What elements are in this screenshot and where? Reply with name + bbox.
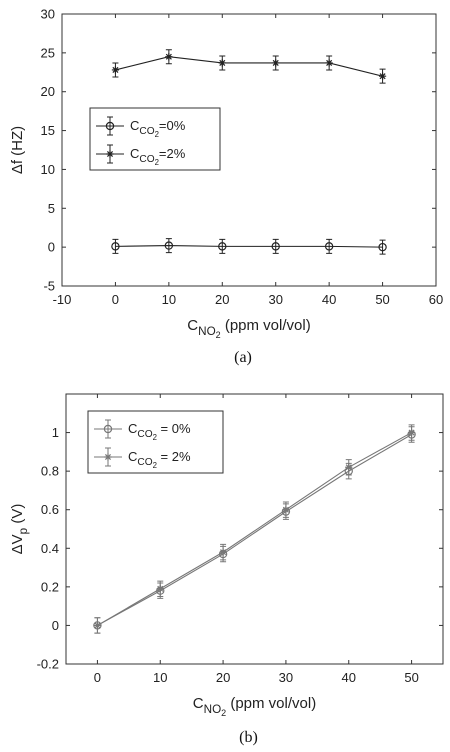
plot-frame (65, 393, 444, 665)
y-tick-label: 0 (52, 618, 59, 633)
data-point (93, 621, 102, 630)
x-tick-label: 30 (268, 292, 282, 307)
x-tick-label: 0 (94, 670, 101, 685)
legend-label: CCO2 = 0% (128, 421, 191, 442)
error-bar (272, 238, 279, 254)
x-tick-label: -10 (53, 292, 72, 307)
error-bar (379, 239, 386, 255)
legend-box (89, 107, 221, 171)
x-tick-label: 20 (216, 670, 230, 685)
legend-marker (105, 121, 115, 131)
x-tick-label: 50 (404, 670, 418, 685)
x-tick-label: 20 (215, 292, 229, 307)
data-point (164, 241, 174, 250)
series-1 (93, 424, 416, 634)
error-bar (326, 238, 333, 254)
data-point (282, 506, 290, 514)
x-tick-label: 30 (279, 670, 293, 685)
data-point (325, 59, 333, 67)
x-tick-label: 10 (153, 670, 167, 685)
y-tick-label: 20 (41, 84, 55, 99)
y-tick-label: 25 (41, 45, 55, 60)
y-tick-label: 0.4 (41, 541, 59, 556)
data-point (111, 242, 120, 251)
legend: CCO2 = 0% CCO2 = 2% (87, 410, 224, 474)
data-point (156, 585, 164, 593)
x-tick-label: 60 (429, 292, 443, 307)
legend-marker (104, 453, 112, 461)
data-point (271, 242, 280, 251)
legend: CCO2=0% CCO2=2% (89, 107, 221, 171)
x-tick-label: 50 (375, 292, 389, 307)
error-bar (219, 238, 226, 254)
data-point (378, 242, 387, 252)
panel-caption: (a) (234, 349, 252, 366)
series-line (115, 56, 383, 77)
y-tick-label: -0.2 (37, 657, 59, 672)
y-tick-label: -5 (43, 279, 55, 294)
y-axis-label: ΔVp (V) (9, 504, 30, 555)
series-line (97, 432, 412, 626)
data-point (165, 53, 173, 61)
plot-frame (61, 13, 437, 287)
x-tick-label: 40 (322, 292, 336, 307)
series-1 (111, 49, 387, 84)
series-line (115, 245, 383, 248)
y-tick-label: 15 (41, 123, 55, 138)
data-point (345, 463, 353, 471)
y-tick-label: 5 (48, 201, 55, 216)
data-point (218, 59, 226, 67)
data-point (219, 548, 227, 556)
legend-marker (106, 150, 114, 158)
legend-label: CCO2 = 2% (128, 449, 191, 470)
series-0 (111, 238, 387, 255)
data-point (407, 428, 416, 437)
y-tick-label: 0.2 (41, 579, 59, 594)
data-point (272, 59, 280, 67)
x-axis-label: CNO2 (ppm vol/vol) (193, 695, 316, 718)
y-tick-label: 0.6 (41, 502, 59, 517)
x-tick-label: 0 (112, 292, 119, 307)
y-tick-label: 1 (52, 425, 59, 440)
legend-label: CCO2=2% (130, 146, 186, 167)
legend-error-bar (107, 116, 113, 136)
x-tick-label: 40 (342, 670, 356, 685)
data-point (218, 242, 227, 251)
error-bar (112, 238, 119, 254)
data-point (111, 66, 120, 74)
series-line (97, 434, 412, 626)
panel-caption: (b) (239, 729, 258, 746)
error-bar (165, 238, 172, 254)
legend-box (87, 410, 224, 474)
y-tick-label: 30 (41, 7, 55, 22)
legend-label: CCO2=0% (130, 118, 186, 139)
chart-panel-b: 0 10 20 30 40 50 -0.2 0 0.2 0.4 0.6 0.8 1 CNO2 (ppm v… (9, 393, 444, 746)
y-tick-label: 0 (48, 240, 55, 255)
data-point (378, 72, 387, 80)
chart-panel-a: -10 0 10 20 30 40 50 60 -5 0 5 10 15 20 25 30 CNO2 (ppm … (9, 7, 443, 367)
y-tick-label: 10 (41, 162, 55, 177)
legend-error-bar (105, 419, 111, 439)
data-point (324, 242, 334, 251)
legend-marker (103, 424, 113, 434)
y-axis-label: Δf (HZ) (9, 126, 26, 174)
x-axis-label: CNO2 (ppm vol/vol) (187, 317, 310, 340)
x-tick-label: 10 (162, 292, 176, 307)
y-tick-label: 0.8 (41, 464, 59, 479)
